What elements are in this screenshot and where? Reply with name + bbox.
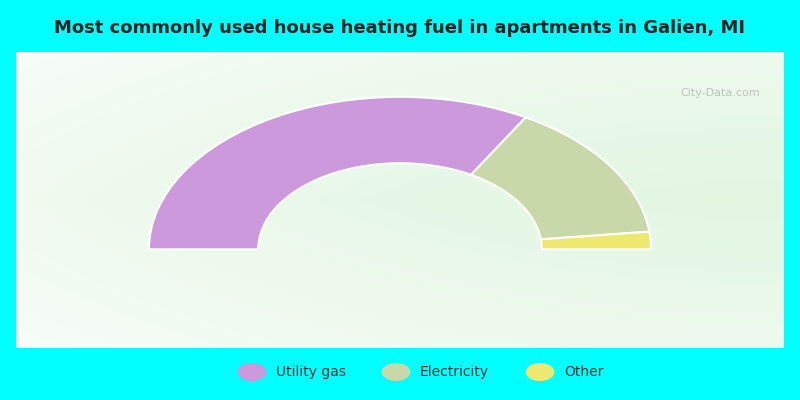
Ellipse shape — [238, 363, 266, 381]
Text: City-Data.com: City-Data.com — [680, 88, 760, 98]
Ellipse shape — [382, 363, 410, 381]
Text: Most commonly used house heating fuel in apartments in Galien, MI: Most commonly used house heating fuel in… — [54, 19, 746, 37]
Wedge shape — [149, 97, 526, 249]
Wedge shape — [471, 117, 650, 239]
Text: Electricity: Electricity — [420, 365, 489, 379]
Ellipse shape — [526, 363, 554, 381]
Wedge shape — [541, 232, 651, 249]
Text: Utility gas: Utility gas — [276, 365, 346, 379]
Text: Other: Other — [564, 365, 603, 379]
